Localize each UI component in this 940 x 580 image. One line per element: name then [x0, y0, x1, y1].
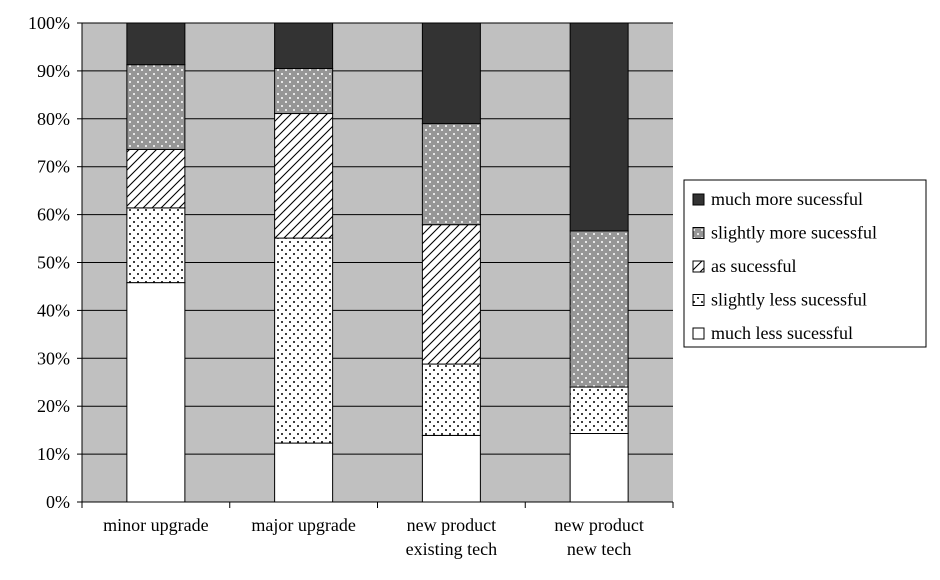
y-tick-label: 90% — [37, 61, 70, 81]
bar-segment — [274, 68, 334, 115]
bar-segment — [421, 224, 481, 365]
bar-segment — [421, 123, 481, 226]
bar-segment — [274, 22, 334, 70]
bar-segment — [126, 282, 186, 503]
legend-label: slightly more sucessful — [711, 223, 877, 243]
legend-swatch — [692, 327, 705, 340]
legend: much more sucessful slightly more sucessf… — [683, 179, 927, 348]
x-tick-label: major upgrade — [251, 515, 355, 535]
y-tick-label: 50% — [37, 253, 70, 273]
y-tick-label: 40% — [37, 300, 70, 320]
x-tick-label: new product new tech — [554, 515, 643, 559]
x-tick-label: minor upgrade — [103, 515, 208, 535]
legend-label: much less sucessful — [711, 323, 853, 343]
bar-segment — [274, 113, 334, 239]
bar-segment — [569, 433, 629, 503]
legend-swatch — [692, 260, 705, 273]
legend-box — [683, 179, 927, 348]
legend-label: as sucessful — [711, 256, 796, 276]
y-tick-label: 70% — [37, 157, 70, 177]
bar-segment — [126, 207, 186, 284]
bar-segment — [126, 148, 186, 209]
legend-swatch — [692, 227, 705, 239]
bar-segment — [569, 386, 629, 435]
legend-swatch — [692, 294, 705, 306]
legend-label: much more sucessful — [711, 189, 863, 209]
x-tick-label: new product existing tech — [406, 515, 497, 559]
axes: 0% 10% 20% 30% 40% 50% 60% 70% 80% 90% 100% minor u… — [28, 13, 674, 559]
y-tick-label: 60% — [37, 205, 70, 225]
bar-segment — [421, 363, 481, 436]
bar-segment — [569, 230, 629, 388]
bar-segment — [569, 22, 629, 232]
y-tick-label: 30% — [37, 348, 70, 368]
y-tick-label: 80% — [37, 109, 70, 129]
bar-segment — [126, 64, 186, 150]
bar-segment — [126, 22, 186, 66]
legend-swatch — [692, 193, 705, 206]
y-tick-label: 100% — [28, 13, 70, 33]
legend-label: slightly less sucessful — [711, 290, 867, 310]
y-tick-label: 0% — [46, 492, 70, 512]
bars — [126, 22, 629, 503]
bar-segment — [421, 434, 481, 503]
bar-segment — [274, 237, 334, 444]
bar-segment — [421, 22, 481, 125]
y-tick-label: 20% — [37, 396, 70, 416]
bar-segment — [274, 442, 334, 503]
y-tick-label: 10% — [37, 444, 70, 464]
